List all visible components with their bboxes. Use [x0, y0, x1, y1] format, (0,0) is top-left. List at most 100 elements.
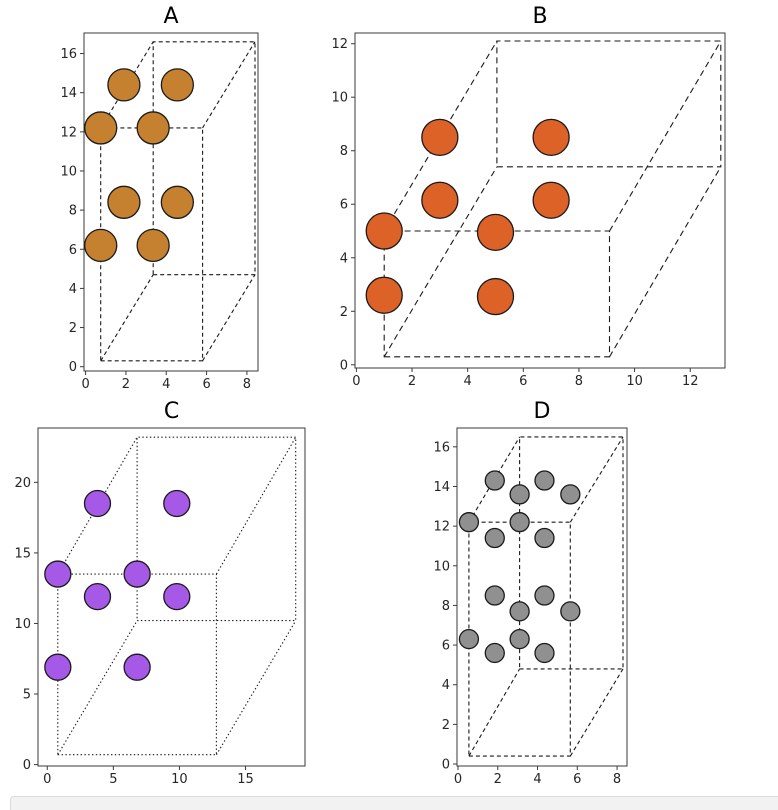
data-point — [484, 527, 505, 549]
y-tick-label: 8 — [442, 599, 450, 614]
x-tick-label: 10 — [626, 374, 643, 389]
data-point — [534, 585, 555, 606]
bounding-box-front-face — [383, 230, 611, 358]
x-tick-label: 6 — [519, 374, 527, 389]
y-tick-label: 10 — [331, 91, 348, 106]
y-tick-label: 14 — [60, 86, 77, 101]
subplot-title: B — [532, 4, 547, 29]
data-point — [560, 484, 581, 505]
axes-frame — [456, 427, 628, 767]
data-point — [136, 111, 170, 145]
y-tick-label: 2 — [340, 305, 348, 320]
data-point — [484, 470, 505, 491]
subplot-title: C — [164, 399, 179, 424]
y-tick-label: 2 — [69, 321, 77, 336]
bottom-bar — [10, 796, 778, 810]
y-tick-label: 10 — [60, 164, 77, 179]
y-tick-label: 20 — [14, 476, 31, 491]
data-point — [534, 642, 555, 664]
x-tick-label: 8 — [243, 377, 251, 392]
axes-frame — [354, 32, 726, 369]
data-point — [44, 560, 72, 588]
y-tick-label: 4 — [340, 251, 348, 266]
x-tick-label: 4 — [162, 377, 170, 392]
x-tick-label: 5 — [109, 772, 117, 787]
x-tick-label: 2 — [494, 772, 502, 787]
data-point — [365, 276, 403, 314]
y-tick-label: 10 — [14, 617, 31, 632]
x-tick-label: 0 — [43, 772, 51, 787]
y-tick-label: 0 — [69, 360, 77, 375]
bounding-box-back-face — [519, 436, 624, 670]
data-point — [509, 601, 530, 622]
y-tick-label: 5 — [23, 688, 31, 703]
x-tick-label: 4 — [533, 772, 541, 787]
x-tick-label: 8 — [613, 772, 621, 787]
y-tick-label: 6 — [69, 243, 77, 258]
axes-frame — [83, 32, 259, 372]
x-tick-label: 12 — [682, 374, 699, 389]
subplot-C: C 0 5 10 15 0 5 10 15 20 — [14, 399, 306, 787]
y-tick-label: 6 — [442, 639, 450, 654]
data-point — [421, 118, 459, 157]
data-point — [532, 181, 570, 219]
data-point — [509, 512, 530, 533]
data-point — [84, 228, 118, 263]
data-point — [160, 185, 195, 219]
bounding-box-front-face — [468, 521, 571, 757]
data-point — [84, 111, 118, 145]
bounding-box-front-face — [100, 127, 204, 362]
subplot-title: A — [163, 4, 178, 29]
bounding-box-back-face — [496, 40, 722, 168]
bounding-box-edge — [57, 620, 138, 755]
subplot-B: B 0 2 4 6 8 10 12 0 2 4 6 8 10 12 — [331, 4, 726, 389]
y-tick-label: 0 — [340, 358, 348, 373]
data-point — [532, 118, 570, 157]
data-point — [458, 628, 480, 650]
data-point — [484, 642, 505, 664]
data-point — [107, 185, 141, 219]
data-point — [534, 527, 555, 549]
y-tick-label: 6 — [340, 198, 348, 213]
bounding-box-edge — [609, 166, 722, 358]
bounding-box-edge — [609, 40, 722, 232]
bounding-box-edge — [202, 274, 256, 362]
data-point — [83, 489, 112, 518]
data-point — [534, 470, 555, 491]
y-tick-label: 12 — [433, 520, 450, 535]
data-point — [163, 489, 191, 518]
bounding-box-edge — [202, 41, 256, 129]
data-point — [484, 585, 505, 606]
axes-frame — [37, 427, 306, 767]
y-tick-label: 16 — [60, 47, 77, 62]
x-tick-label: 2 — [122, 377, 130, 392]
y-tick-label: 8 — [340, 144, 348, 159]
y-tick-label: 0 — [442, 758, 450, 773]
x-tick-label: 6 — [202, 377, 210, 392]
y-tick-label: 8 — [69, 204, 77, 219]
y-tick-label: 16 — [433, 440, 450, 455]
x-tick-label: 0 — [352, 374, 360, 389]
data-point — [136, 228, 170, 263]
x-tick-label: 2 — [408, 374, 416, 389]
data-point — [163, 582, 191, 611]
bounding-box-front-face — [57, 573, 217, 756]
y-tick-label: 14 — [433, 480, 450, 495]
data-point — [123, 560, 151, 588]
data-point — [509, 628, 530, 650]
data-point — [83, 582, 112, 611]
x-tick-label: 15 — [237, 772, 254, 787]
subplot-D: D 0 2 4 6 8 0 2 4 6 8 10 12 14 16 — [433, 399, 628, 787]
data-point — [476, 213, 515, 251]
data-point — [107, 68, 141, 102]
y-tick-label: 4 — [442, 678, 450, 693]
data-point — [476, 277, 515, 316]
y-tick-label: 15 — [14, 546, 31, 561]
y-tick-label: 4 — [69, 282, 77, 297]
data-point — [560, 601, 581, 622]
subplot-A: A 0 2 4 6 8 0 2 4 6 8 10 12 14 16 — [60, 4, 259, 392]
data-point — [123, 653, 151, 681]
data-point — [44, 653, 72, 681]
